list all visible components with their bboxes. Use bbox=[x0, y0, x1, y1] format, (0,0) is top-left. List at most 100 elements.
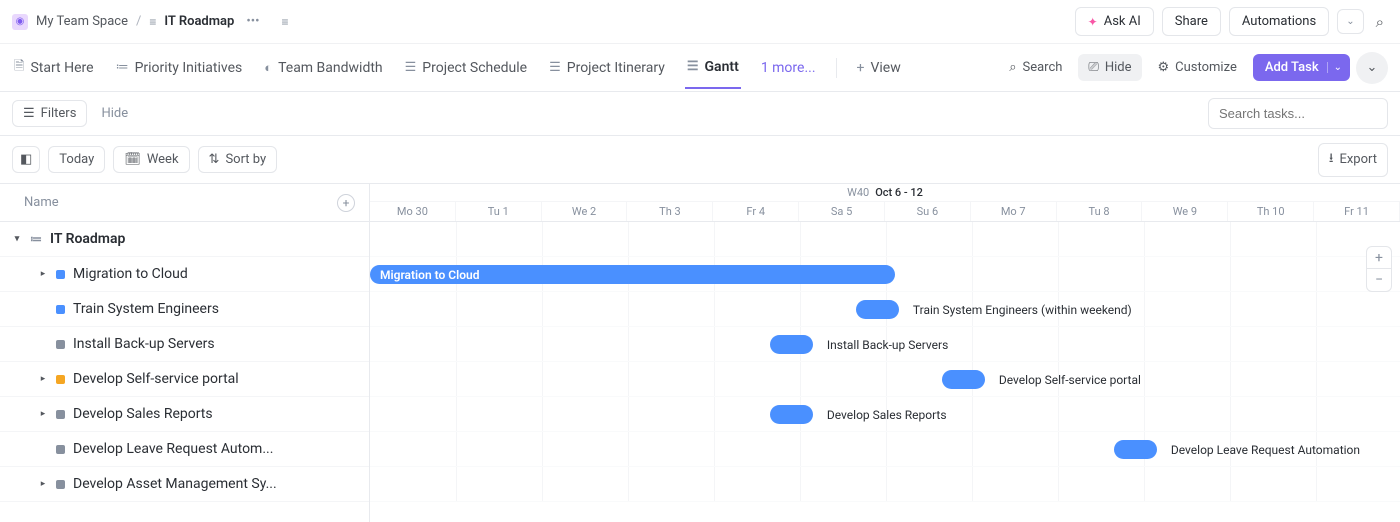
tree-item[interactable]: Develop Asset Management Sy... bbox=[0, 467, 369, 502]
add-view-button[interactable]: +View bbox=[855, 48, 903, 88]
collapse-icon[interactable]: ≡ bbox=[282, 15, 289, 29]
gantt-bar[interactable]: Migration to Cloud bbox=[370, 265, 895, 284]
view-bandwidth[interactable]: ◐Team Bandwidth bbox=[262, 48, 384, 88]
views-right: ⌕Search ⎚Hide ⚙Customize Add Task ⌄ ⌄ bbox=[999, 52, 1388, 84]
plus-icon: + bbox=[857, 60, 865, 76]
timeline-week-header: W40 Oct 6 - 12 bbox=[370, 184, 1400, 202]
ask-ai-button[interactable]: ✦ Ask AI bbox=[1075, 7, 1154, 36]
breadcrumb-more-icon[interactable]: ••• bbox=[242, 14, 263, 29]
sortby-button[interactable]: ⇅Sort by bbox=[198, 146, 278, 173]
add-task-button[interactable]: Add Task ⌄ bbox=[1253, 54, 1350, 81]
timeline-row: Install Back-up Servers bbox=[370, 327, 1400, 362]
filters-label: Filters bbox=[41, 106, 77, 121]
tree-item-label: Develop Asset Management Sy... bbox=[73, 476, 277, 492]
gantt-bar[interactable] bbox=[942, 370, 985, 389]
add-task-dropdown[interactable]: ⌄ bbox=[1327, 62, 1342, 73]
zoom-in-button[interactable]: + bbox=[1367, 247, 1391, 269]
automations-dropdown[interactable]: ⌄ bbox=[1337, 9, 1363, 34]
global-search-icon[interactable]: ⌕ bbox=[1372, 13, 1388, 31]
tree-item-label: Train System Engineers bbox=[73, 301, 219, 317]
timeline: W40 Oct 6 - 12 Mo 30Tu 1We 2Th 3Fr 4Sa 5… bbox=[370, 184, 1400, 522]
view-more[interactable]: 1 more... bbox=[759, 48, 818, 88]
search-tasks-input[interactable] bbox=[1208, 98, 1388, 129]
gantt-icon: ☰ bbox=[405, 60, 417, 75]
hide-link[interactable]: Hide bbox=[95, 106, 134, 121]
tree-item[interactable]: Migration to Cloud bbox=[0, 257, 369, 292]
sparkle-icon: ✦ bbox=[1088, 15, 1098, 29]
gantt-bar[interactable] bbox=[856, 300, 899, 319]
week-button[interactable]: 🗓Week bbox=[113, 146, 189, 173]
day-header: Tu 8 bbox=[1057, 202, 1143, 221]
tree-item[interactable]: Train System Engineers bbox=[0, 292, 369, 327]
day-header: Fr 4 bbox=[713, 202, 799, 221]
zoom-out-button[interactable]: − bbox=[1367, 269, 1391, 291]
gantt-bar[interactable] bbox=[770, 335, 813, 354]
day-header: Mo 7 bbox=[971, 202, 1057, 221]
today-button[interactable]: Today bbox=[48, 146, 105, 173]
ask-ai-label: Ask AI bbox=[1104, 14, 1141, 29]
status-square bbox=[56, 340, 65, 349]
view-schedule[interactable]: ☰Project Schedule bbox=[403, 48, 529, 88]
chevron-down-icon: ⌄ bbox=[1346, 16, 1354, 27]
gantt-bar-label: Train System Engineers (within weekend) bbox=[913, 300, 1132, 319]
day-header: Su 6 bbox=[885, 202, 971, 221]
caret-icon[interactable] bbox=[38, 409, 48, 419]
tree-header-label: Name bbox=[24, 195, 59, 210]
view-more-label: 1 more... bbox=[761, 60, 816, 76]
view-start-here[interactable]: 🗎Start Here bbox=[12, 45, 96, 91]
breadcrumb-space[interactable]: My Team Space bbox=[36, 14, 128, 29]
tree-item[interactable]: Develop Sales Reports bbox=[0, 397, 369, 432]
view-itinerary[interactable]: ☰Project Itinerary bbox=[547, 48, 667, 88]
chevron-down-icon: ⌄ bbox=[1367, 60, 1378, 75]
filter-icon: ☰ bbox=[23, 106, 35, 121]
share-button[interactable]: Share bbox=[1162, 7, 1221, 36]
tree-item-label: Migration to Cloud bbox=[73, 266, 188, 282]
caret-icon[interactable] bbox=[38, 374, 48, 384]
search-label: Search bbox=[1022, 60, 1062, 75]
gantt-bar[interactable] bbox=[770, 405, 813, 424]
timeline-body[interactable]: Migration to Cloud Train System Engineers… bbox=[370, 222, 1400, 502]
more-menu-button[interactable]: ⌄ bbox=[1356, 52, 1388, 84]
hide-icon: ⎚ bbox=[1088, 60, 1098, 75]
day-header: Mo 30 bbox=[370, 202, 456, 221]
tree-item[interactable]: Develop Leave Request Autom... bbox=[0, 432, 369, 467]
timeline-row bbox=[370, 222, 1400, 257]
hide-button[interactable]: ⎚Hide bbox=[1078, 54, 1141, 81]
status-square bbox=[56, 480, 65, 489]
automations-label: Automations bbox=[1242, 14, 1316, 29]
day-header: Th 3 bbox=[627, 202, 713, 221]
add-column-button[interactable]: + bbox=[337, 194, 355, 212]
sidebar-toggle-button[interactable]: ◧ bbox=[12, 146, 40, 173]
tree-group[interactable]: ≔ IT Roadmap bbox=[0, 222, 369, 257]
customize-button[interactable]: ⚙Customize bbox=[1148, 54, 1247, 81]
doc-icon: 🗎 bbox=[14, 57, 24, 79]
gantt-bar-label: Install Back-up Servers bbox=[827, 335, 948, 354]
filters-button[interactable]: ☰ Filters bbox=[12, 100, 87, 127]
gantt-icon: ☰ bbox=[549, 60, 561, 75]
caret-icon[interactable] bbox=[38, 479, 48, 489]
gantt-icon: ☰ bbox=[687, 59, 699, 74]
calendar-icon: 🗓 bbox=[124, 152, 141, 167]
today-label: Today bbox=[59, 152, 94, 167]
view-priority[interactable]: ≔Priority Initiatives bbox=[114, 48, 245, 88]
add-task-label: Add Task bbox=[1265, 60, 1319, 75]
top-actions: ✦ Ask AI Share Automations ⌄ ⌕ bbox=[1075, 7, 1388, 36]
tree-item[interactable]: Install Back-up Servers bbox=[0, 327, 369, 362]
gantt-area: Name + ≔ IT Roadmap Migration to Cloud Tr… bbox=[0, 184, 1400, 522]
caret-icon[interactable] bbox=[12, 234, 22, 244]
tree-item[interactable]: Develop Self-service portal bbox=[0, 362, 369, 397]
top-bar: ◉ My Team Space / ≡ IT Roadmap ••• ≡ ✦ A… bbox=[0, 0, 1400, 44]
caret-icon[interactable] bbox=[38, 269, 48, 279]
sort-icon: ⇅ bbox=[209, 152, 220, 167]
filter-bar-left: ☰ Filters Hide bbox=[12, 100, 134, 127]
status-square bbox=[56, 375, 65, 384]
gantt-bar[interactable] bbox=[1114, 440, 1157, 459]
breadcrumb-page[interactable]: IT Roadmap bbox=[164, 14, 234, 29]
list-icon: ≔ bbox=[116, 60, 129, 75]
search-button[interactable]: ⌕Search bbox=[999, 54, 1072, 81]
view-gantt[interactable]: ☰Gantt bbox=[685, 47, 741, 89]
export-button[interactable]: ⭳Export bbox=[1318, 143, 1388, 177]
timeline-row bbox=[370, 467, 1400, 502]
automations-button[interactable]: Automations bbox=[1229, 7, 1329, 36]
gantt-bar-label: Develop Sales Reports bbox=[827, 405, 947, 424]
